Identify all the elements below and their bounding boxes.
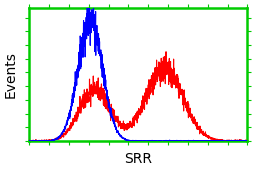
X-axis label: SRR: SRR (124, 152, 152, 165)
Y-axis label: Events: Events (4, 51, 18, 98)
